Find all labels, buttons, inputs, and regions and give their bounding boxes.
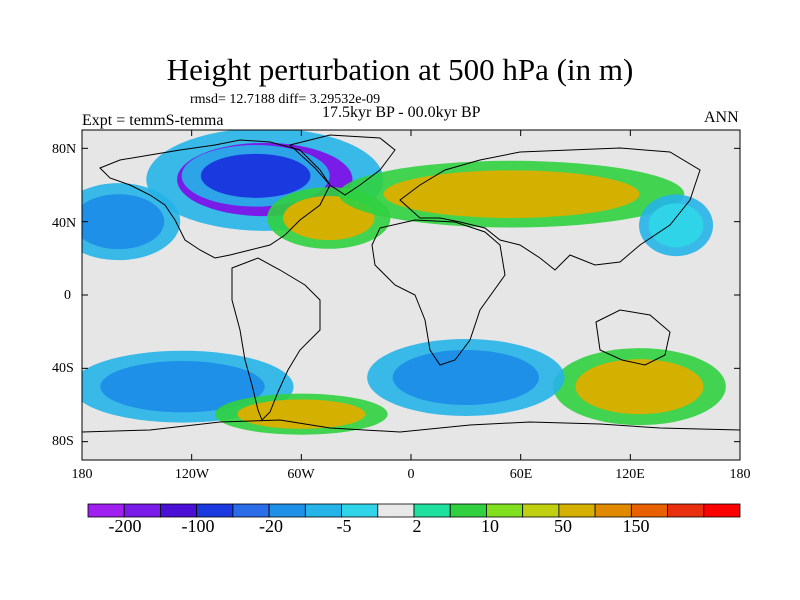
north-america-low-core <box>200 153 311 198</box>
south-atlantic-low <box>392 350 539 405</box>
eurasia-coast <box>399 147 701 271</box>
colorbar <box>87 503 741 518</box>
southern-indian-high <box>575 359 704 415</box>
experiment-label: Expt = temmS-temma <box>82 112 224 129</box>
lon-label-120e: 120E <box>615 467 645 482</box>
coastlines <box>82 134 740 433</box>
colorbar-swatch-17 <box>703 503 741 518</box>
colorbar-label-minus100: -100 <box>181 516 215 536</box>
greenland-coast <box>288 134 396 196</box>
australia-coast <box>595 309 671 366</box>
lon-label-120w: 120W <box>174 467 210 482</box>
colorbar-swatch-16 <box>667 503 705 518</box>
colorbar-label-10: 10 <box>481 516 499 536</box>
lon-label-0: 0 <box>407 467 415 482</box>
colorbar-label-minus5: -5 <box>336 516 352 536</box>
lon-label-60w: 60W <box>287 467 315 482</box>
north-pacific-low <box>82 194 165 250</box>
lat-label-0: 0 <box>64 288 71 303</box>
lat-label-40s: 40S <box>52 361 74 376</box>
axis-ticks <box>81 130 741 460</box>
anomaly-fields <box>82 130 726 435</box>
colorbar-label-minus20: -20 <box>259 516 283 536</box>
colorbar-label-2: 2 <box>412 516 422 536</box>
period-label: 17.5kyr BP - 00.0kyr BP <box>322 104 481 121</box>
east-asia-low <box>648 203 704 248</box>
antarctica-coast <box>82 419 740 433</box>
lat-label-80s: 80S <box>52 434 74 449</box>
colorbar-label-150: 150 <box>622 516 650 536</box>
lat-label-80n: 80N <box>52 142 77 157</box>
colorbar-label-50: 50 <box>554 516 572 536</box>
eurasia-high <box>383 170 640 219</box>
north-america-coast <box>99 139 331 259</box>
north-atlantic-high <box>283 196 375 240</box>
south-america-coast <box>231 257 321 421</box>
stats-label: rmsd= 12.7188 diff= 3.29532e-09 <box>190 92 381 107</box>
lon-label-180w: 180 <box>71 467 93 482</box>
colorbar-label-minus200: -200 <box>108 516 142 536</box>
antarctic-rim-high <box>237 399 366 429</box>
map-title: Height perturbation at 500 hPa (in m) <box>166 52 634 87</box>
south-pacific-low <box>100 361 265 413</box>
africa-coast <box>371 219 506 366</box>
lat-label-40n: 40N <box>52 216 77 231</box>
lon-label-60e: 60E <box>509 467 533 482</box>
lon-label-180e: 180 <box>729 467 751 482</box>
season-label: ANN <box>704 109 739 126</box>
